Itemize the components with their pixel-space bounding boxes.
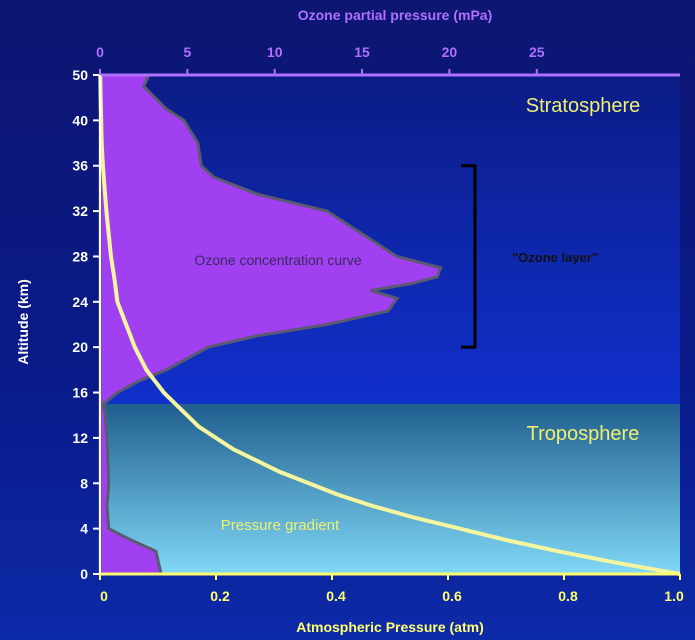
top-axis-label: Ozone partial pressure (mPa) (298, 7, 493, 23)
x-axis-label: Atmospheric Pressure (atm) (296, 619, 484, 635)
x-bottom-tick-label: 0.6 (442, 588, 462, 604)
stratosphere-label: Stratosphere (526, 95, 641, 117)
x-top-tick-label: 0 (96, 44, 104, 60)
x-bottom-tick-label: 0 (100, 588, 108, 604)
y-tick-label: 8 (80, 475, 88, 491)
y-tick-label: 20 (72, 339, 88, 355)
x-bottom-tick-label: 0.4 (326, 588, 346, 604)
y-tick-label: 12 (72, 430, 88, 446)
axes (93, 69, 681, 580)
ozone-layer-label: "Ozone layer" (512, 250, 598, 265)
x-bottom-tick-label: 0.2 (210, 588, 230, 604)
tick-labels: 0 4 8 12 16 20 24 28 32 36 40 50 0 0.2 0.4 0.6 0.8 1.0 0 5 1… (72, 44, 684, 604)
y-tick-label: 36 (72, 158, 88, 174)
y-tick-label: 32 (72, 203, 88, 219)
troposphere-region (100, 403, 680, 574)
ozone-curve-annotation: Ozone concentration curve (194, 252, 362, 268)
x-top-tick-label: 5 (183, 44, 191, 60)
x-top-tick-label: 20 (442, 44, 458, 60)
y-tick-label: 16 (72, 385, 88, 401)
y-tick-label: 24 (72, 294, 88, 310)
ozone-concentration-area (98, 73, 443, 576)
y-tick-label: 40 (72, 112, 88, 128)
y-tick-label: 50 (72, 67, 88, 83)
x-bottom-tick-label: 0.8 (558, 588, 578, 604)
x-top-tick-label: 15 (354, 44, 370, 60)
y-tick-label: 4 (80, 521, 88, 537)
y-tick-label: 28 (72, 248, 88, 264)
troposphere-label: Troposphere (527, 423, 640, 445)
x-top-tick-label: 10 (267, 44, 283, 60)
y-axis-label: Altitude (km) (15, 279, 31, 365)
ozone-layer-bracket (461, 164, 477, 349)
pressure-gradient-annotation: Pressure gradient (221, 517, 340, 534)
x-bottom-tick-label: 1.0 (664, 588, 684, 604)
y-tick-label: 0 (80, 566, 88, 582)
x-top-tick-label: 25 (529, 44, 545, 60)
pressure-gradient-line (98, 74, 681, 576)
